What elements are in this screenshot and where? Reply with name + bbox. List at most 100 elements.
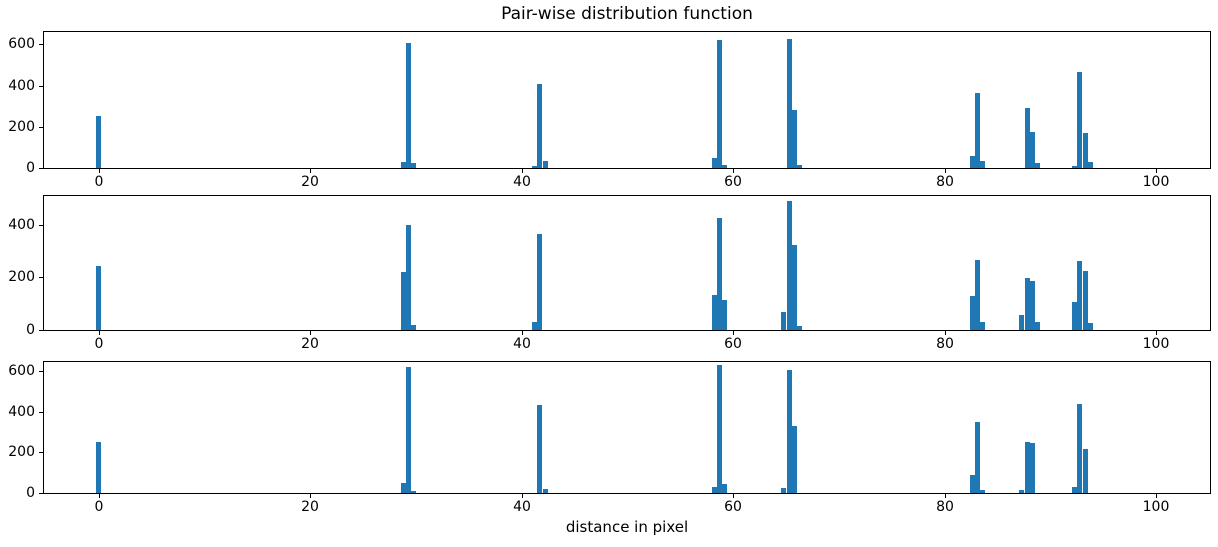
x-tick-mark	[945, 494, 946, 498]
x-tick-mark	[522, 169, 523, 173]
figure-title: Pair-wise distribution function	[501, 4, 753, 24]
x-tick-mark	[733, 494, 734, 498]
x-tick-mark	[310, 169, 311, 173]
y-tick-label: 200	[8, 119, 35, 135]
histogram-bar	[1025, 442, 1030, 493]
histogram-bar	[970, 156, 975, 168]
x-tick-mark	[733, 169, 734, 173]
histogram-bar	[980, 490, 985, 493]
histogram-bar	[411, 163, 416, 168]
x-tick-label: 100	[1142, 174, 1170, 190]
histogram-bar	[712, 158, 717, 168]
histogram-bar	[797, 165, 802, 168]
x-tick-mark	[310, 331, 311, 335]
histogram-bar	[1072, 487, 1077, 493]
x-tick-label: 60	[724, 336, 742, 352]
histogram-bar	[537, 84, 542, 168]
histogram-bar	[980, 322, 985, 330]
y-tick-label: 600	[8, 363, 35, 379]
histogram-bar	[781, 488, 786, 493]
x-tick-mark	[522, 494, 523, 498]
y-tick-mark	[39, 493, 43, 494]
histogram-bar	[1077, 404, 1082, 493]
x-tick-mark	[1156, 331, 1157, 335]
y-tick-label: 200	[8, 269, 35, 285]
histogram-bar	[717, 218, 722, 330]
y-tick-mark	[39, 225, 43, 226]
x-tick-label: 0	[94, 499, 104, 515]
histogram-bar	[975, 260, 980, 330]
x-tick-mark	[99, 169, 100, 173]
subplot-bottom	[43, 361, 1211, 494]
x-tick-mark	[1156, 494, 1157, 498]
histogram-bar	[975, 422, 980, 493]
y-tick-mark	[39, 371, 43, 372]
x-tick-label: 80	[936, 336, 954, 352]
histogram-bar	[792, 426, 797, 493]
histogram-bar	[532, 322, 537, 330]
histogram-bar	[401, 483, 406, 493]
y-tick-mark	[39, 86, 43, 87]
histogram-bar	[406, 43, 411, 168]
x-tick-label: 100	[1142, 499, 1170, 515]
histogram-bar	[712, 295, 717, 330]
histogram-bar	[1030, 281, 1035, 330]
histogram-bar	[1025, 278, 1030, 330]
histogram-bar	[717, 365, 722, 493]
histogram-bar	[1035, 163, 1040, 168]
histogram-bar	[96, 266, 101, 330]
histogram-bar	[970, 296, 975, 330]
x-tick-label: 80	[936, 499, 954, 515]
y-tick-label: 400	[8, 217, 35, 233]
x-tick-label: 40	[513, 499, 531, 515]
x-tick-mark	[733, 331, 734, 335]
y-tick-label: 0	[26, 485, 35, 501]
histogram-bar	[96, 116, 101, 168]
y-tick-label: 200	[8, 444, 35, 460]
histogram-bar	[1088, 323, 1093, 330]
subplot-middle	[43, 195, 1211, 331]
histogram-bar	[722, 300, 727, 330]
x-tick-label: 20	[301, 336, 319, 352]
histogram-bar	[980, 161, 985, 168]
histogram-bar	[543, 161, 548, 168]
histogram-bar	[401, 162, 406, 168]
x-tick-mark	[522, 331, 523, 335]
y-tick-label: 0	[26, 322, 35, 338]
histogram-bar	[1077, 72, 1082, 168]
x-tick-label: 20	[301, 499, 319, 515]
x-tick-label: 40	[513, 336, 531, 352]
histogram-bar	[722, 484, 727, 493]
x-tick-mark	[945, 331, 946, 335]
x-tick-mark	[1156, 169, 1157, 173]
x-tick-label: 60	[724, 174, 742, 190]
subplot-top	[43, 31, 1211, 169]
histogram-bar	[1088, 162, 1093, 168]
histogram-bar	[1077, 261, 1082, 330]
histogram-bar	[1019, 315, 1024, 330]
histogram-bar	[1025, 108, 1030, 168]
histogram-bar	[537, 234, 542, 330]
y-tick-mark	[39, 277, 43, 278]
x-tick-mark	[99, 331, 100, 335]
histogram-bar	[1019, 490, 1024, 493]
x-tick-label: 20	[301, 174, 319, 190]
histogram-bar	[1072, 166, 1077, 168]
x-axis-label: distance in pixel	[565, 518, 689, 536]
histogram-bar	[96, 442, 101, 493]
y-tick-label: 400	[8, 78, 35, 94]
histogram-bar	[717, 40, 722, 168]
histogram-bar	[406, 225, 411, 330]
x-tick-label: 60	[724, 499, 742, 515]
y-tick-mark	[39, 330, 43, 331]
x-tick-mark	[310, 494, 311, 498]
histogram-bar	[1083, 133, 1088, 168]
histogram-bar	[712, 487, 717, 493]
histogram-bar	[797, 326, 802, 330]
y-tick-mark	[39, 412, 43, 413]
histogram-bar	[1030, 132, 1035, 168]
x-tick-mark	[945, 169, 946, 173]
histogram-bar	[792, 110, 797, 168]
histogram-bar	[1072, 302, 1077, 330]
x-tick-mark	[99, 494, 100, 498]
